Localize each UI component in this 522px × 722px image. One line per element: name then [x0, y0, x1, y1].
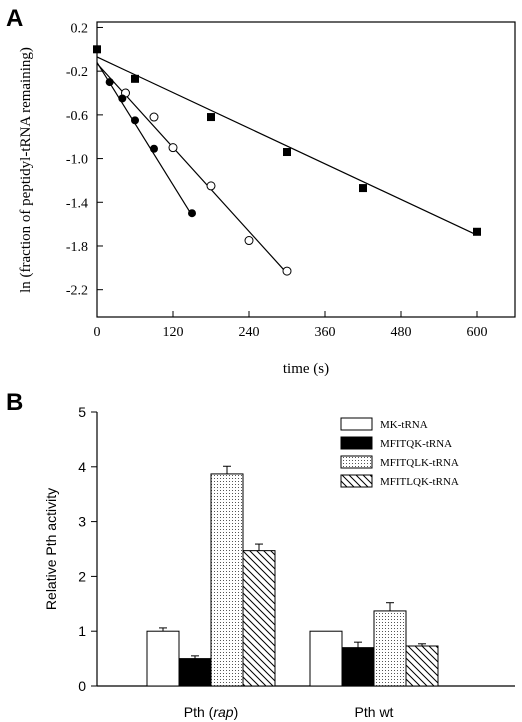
panel-a-x-tick-label: 240: [239, 325, 260, 340]
panel-a-x-tick-label: 600: [467, 325, 488, 340]
panel-a-point-open-circle: [244, 236, 254, 246]
panel-b-legend: MK-tRNA MFITQK-tRNA MFITQLK-tRNA MFITLQK-tR…: [340, 417, 459, 488]
panel-a-point-open-circle: [282, 266, 292, 276]
panel-b-bar: [178, 658, 212, 687]
panel-a-label: A: [6, 5, 23, 32]
panel-b-bar: [309, 630, 343, 687]
panel-a-frame: [96, 21, 516, 318]
panel-b-legend-label: MFITQK-tRNA: [380, 438, 452, 450]
panel-b-bar: [242, 550, 276, 687]
panel-a-x-axis-label: time (s): [283, 361, 329, 377]
panel-b-y-tick-label: 3: [78, 514, 86, 530]
panel-b-y-tick-label: 1: [78, 623, 86, 639]
panel-b-legend-label: MFITQLK-tRNA: [380, 457, 459, 469]
panel-a-fit-line-filled-square: [96, 56, 478, 236]
panel-a-point-square: [93, 45, 101, 54]
panel-a-y-tick-label: -2.2: [66, 284, 88, 299]
panel-b-y-axis-label: Relative Pth activity: [43, 488, 59, 610]
panel-b-bar: [210, 473, 244, 687]
panel-a-y-tick-label: 0.2: [71, 21, 89, 36]
panel-a-x-tick-label: 360: [315, 325, 336, 340]
panel-a-y-tick-label: -1.4: [66, 196, 88, 211]
panel-b-y-tick-label: 2: [78, 568, 86, 584]
panel-b-legend-swatch: [340, 474, 373, 488]
panel-b: B Relative Pth activity 0 1 2 3 4 5 Pth (rap)…: [6, 389, 515, 720]
panel-b-bar: [146, 630, 180, 687]
panel-a-point-open-circle: [149, 112, 159, 122]
panel-a-y-tick-label: -0.6: [66, 109, 88, 124]
panel-b-bar: [405, 645, 439, 687]
panel-b-y-tick-label: 5: [78, 404, 86, 420]
panel-a-point-open-circle: [206, 181, 216, 191]
panel-a-point-filled-circle: [118, 94, 127, 103]
panel-b-legend-label: MK-tRNA: [380, 419, 428, 431]
panel-b-bar: [373, 610, 407, 687]
panel-b-legend-swatch: [340, 417, 373, 431]
panel-a-point-open-circle: [168, 143, 178, 153]
panel-b-y-tick-label: 4: [78, 459, 86, 475]
panel-a-point-filled-circle: [188, 209, 196, 218]
panel-a-point-filled-circle: [150, 144, 158, 153]
panel-a-point-square: [207, 113, 215, 122]
panel-a-point-square: [283, 148, 291, 157]
panel-b-category-label: Pth wt: [355, 704, 394, 720]
panel-a-y-tick-label: -1.0: [66, 153, 88, 168]
panel-a-point-filled-circle: [105, 78, 114, 87]
panel-a-y-axis-label: ln (fraction of peptidyl-tRNA remaining): [18, 47, 34, 293]
panel-a-fit-line-open-circle: [96, 63, 288, 274]
panel-b-label: B: [6, 389, 23, 416]
panel-a: A ln (fraction of peptidyl-tRNA remainin…: [6, 5, 516, 377]
panel-a-x-tick-label: 0: [94, 325, 101, 340]
panel-a-y-tick-label: -1.8: [66, 240, 88, 255]
panel-a-x-tick-label: 120: [163, 325, 184, 340]
panel-a-fit-line-filled-circle: [96, 62, 193, 216]
panel-b-y-tick-label: 0: [78, 678, 86, 694]
panel-b-legend-swatch: [340, 436, 373, 450]
panel-a-point-filled-circle: [131, 116, 139, 125]
panel-b-bar: [341, 647, 375, 687]
panel-a-y-tick-label: -0.2: [66, 65, 88, 80]
panel-a-point-square: [131, 74, 139, 83]
panel-a-point-square: [359, 184, 367, 193]
panel-a-point-square: [473, 227, 481, 236]
panel-b-category-label: Pth (rap): [184, 704, 238, 720]
panel-a-x-tick-label: 480: [391, 325, 412, 340]
panel-b-legend-swatch: [340, 455, 373, 469]
panel-b-legend-label: MFITLQK-tRNA: [380, 476, 459, 488]
